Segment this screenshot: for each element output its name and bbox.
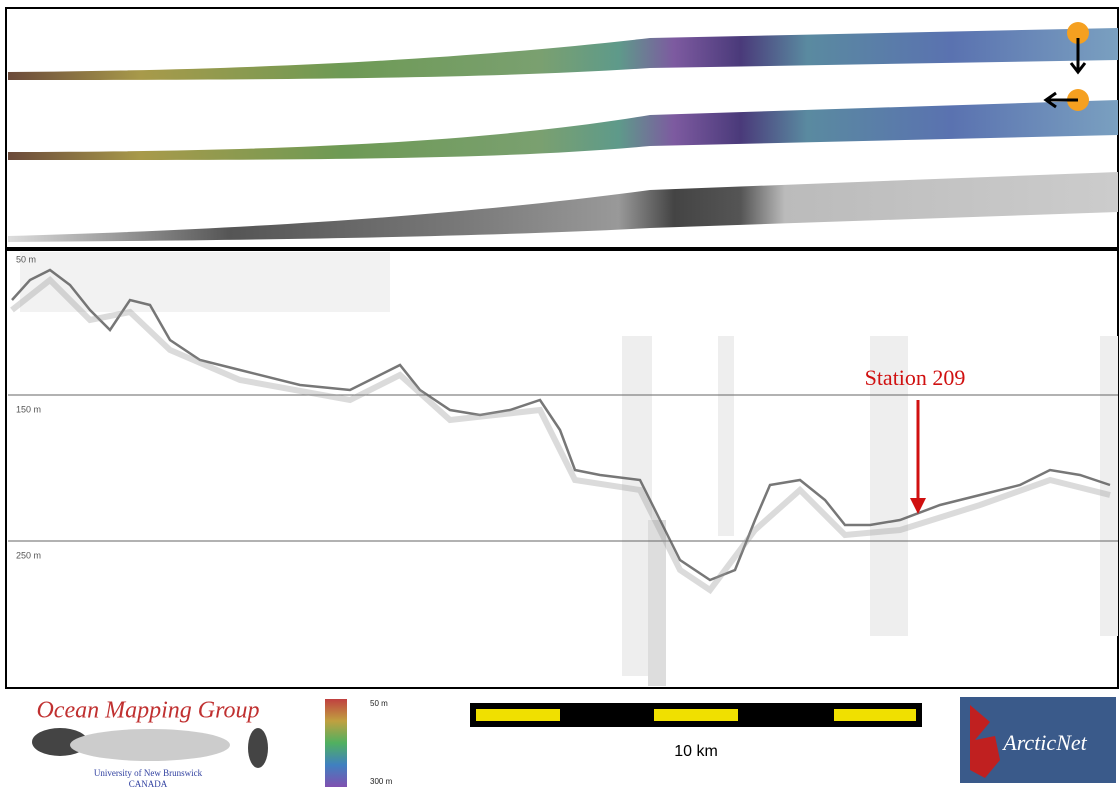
country: CANADA [129, 779, 168, 789]
scale-segment [834, 709, 916, 721]
noise [648, 520, 666, 686]
noise [718, 336, 734, 536]
depth-label: 150 m [16, 404, 41, 414]
profile-panel [6, 250, 1118, 688]
logo-shape [70, 729, 230, 761]
station-label: Station 209 [865, 365, 966, 390]
scale-segment [476, 709, 560, 721]
scale-segment [654, 709, 738, 721]
noise [1100, 336, 1118, 636]
figure: 50 m 150 m 250 m Station 209 Ocean Mappi… [0, 0, 1119, 795]
depth-label: 50 m [16, 254, 36, 264]
scale-label: 10 km [674, 743, 718, 760]
logo-text: ArcticNet [1001, 730, 1087, 755]
university: University of New Brunswick [94, 768, 203, 778]
logo-shape [248, 728, 268, 768]
colorbar [325, 699, 347, 787]
group-name: Ocean Mapping Group [36, 698, 259, 724]
colorbar-label: 300 m [370, 777, 393, 786]
depth-label: 250 m [16, 550, 41, 560]
colorbar-label: 50 m [370, 699, 388, 708]
